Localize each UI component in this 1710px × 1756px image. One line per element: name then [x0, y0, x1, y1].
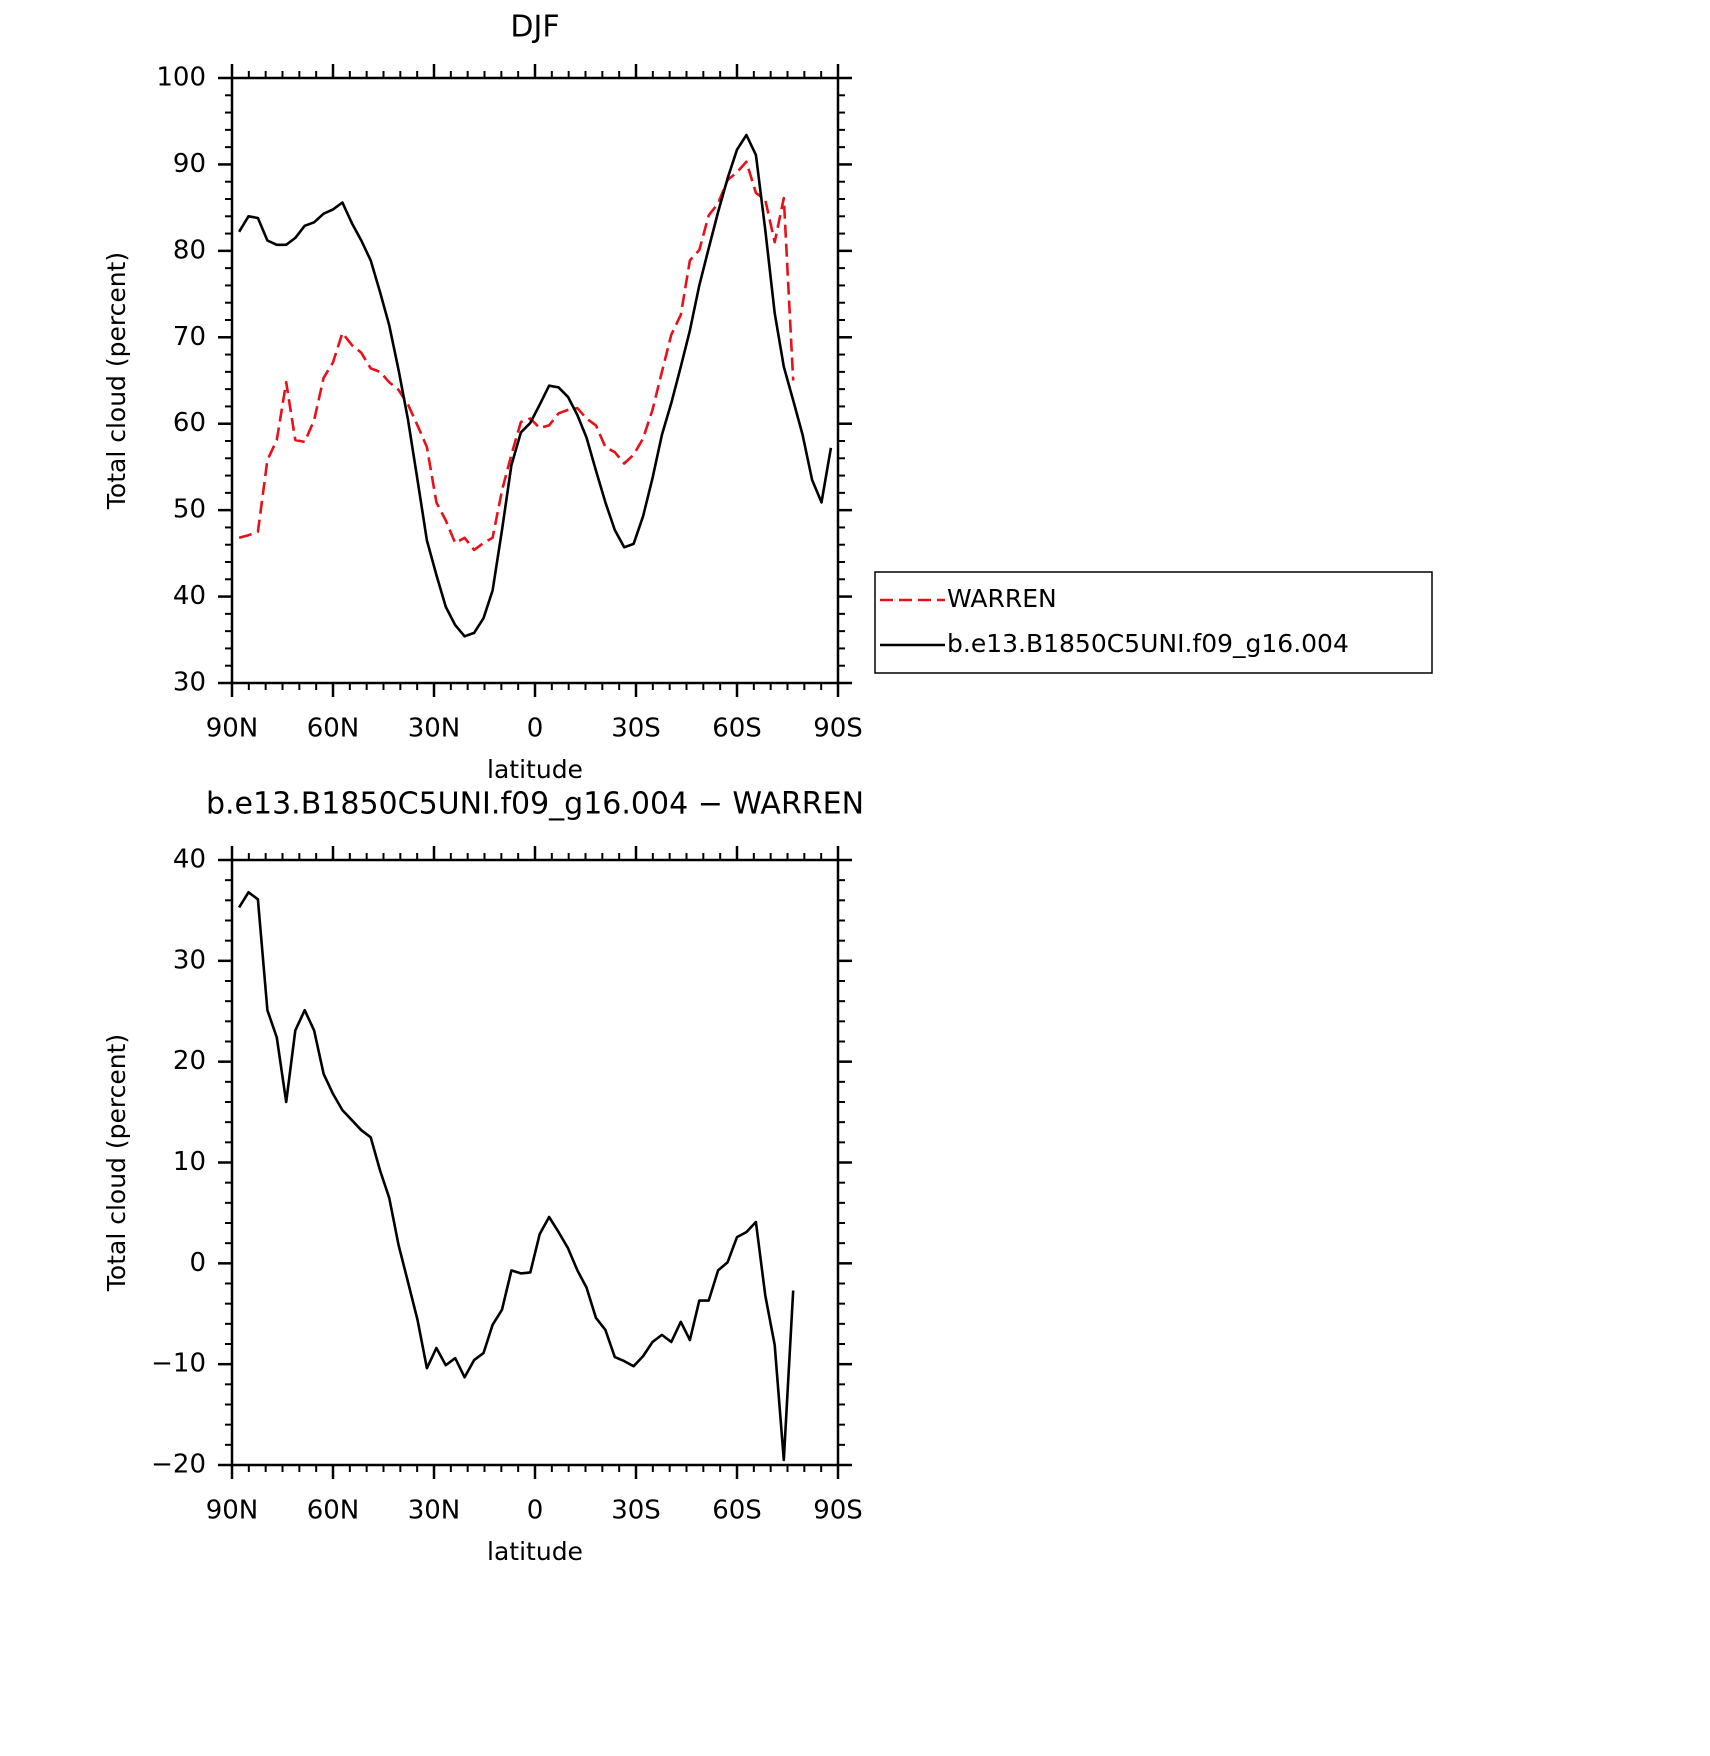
legend-label: WARREN	[947, 584, 1057, 613]
x-tick-label: 30S	[611, 1496, 661, 1526]
x-tick-label: 30N	[408, 1496, 461, 1526]
legend-label: b.e13.B1850C5UNI.f09_g16.004	[947, 629, 1349, 658]
y-tick-label: 30	[173, 668, 206, 698]
x-tick-label: 60N	[307, 714, 360, 744]
y-tick-label: −10	[151, 1349, 206, 1379]
x-tick-label: 90S	[813, 714, 863, 744]
x-axis-label: latitude	[487, 755, 583, 784]
y-tick-label: 30	[173, 945, 206, 975]
x-tick-label: 90N	[206, 714, 259, 744]
x-tick-label: 60S	[712, 714, 762, 744]
x-tick-label: 60S	[712, 1496, 762, 1526]
x-tick-label: 30N	[408, 714, 461, 744]
y-tick-label: −20	[151, 1450, 206, 1480]
x-tick-label: 30S	[611, 714, 661, 744]
y-tick-label: 20	[173, 1046, 206, 1076]
y-tick-label: 10	[173, 1147, 206, 1177]
y-tick-label: 80	[173, 235, 206, 265]
x-axis-label: latitude	[487, 1537, 583, 1566]
x-tick-label: 0	[527, 1496, 544, 1526]
y-tick-label: 40	[173, 581, 206, 611]
legend-box	[874, 571, 1433, 674]
x-tick-label: 60N	[307, 1496, 360, 1526]
data-line	[237, 133, 833, 638]
chart-title: DJF	[510, 10, 559, 45]
x-tick-label: 90N	[206, 1496, 259, 1526]
y-axis-label: Total cloud (percent)	[102, 1034, 131, 1292]
plot-frame	[230, 858, 840, 1467]
data-line	[237, 890, 795, 1462]
chart-title: b.e13.B1850C5UNI.f09_g16.004 − WARREN	[206, 787, 864, 822]
x-tick-label: 90S	[813, 1496, 863, 1526]
y-tick-label: 40	[173, 845, 206, 875]
y-tick-label: 100	[156, 63, 206, 93]
data-line	[238, 160, 795, 552]
y-axis-label: Total cloud (percent)	[102, 252, 131, 510]
x-tick-label: 0	[527, 714, 544, 744]
y-tick-label: 90	[173, 149, 206, 179]
y-tick-label: 50	[173, 495, 206, 525]
y-tick-label: 60	[173, 408, 206, 438]
y-tick-label: 0	[189, 1248, 206, 1278]
y-tick-label: 70	[173, 322, 206, 352]
